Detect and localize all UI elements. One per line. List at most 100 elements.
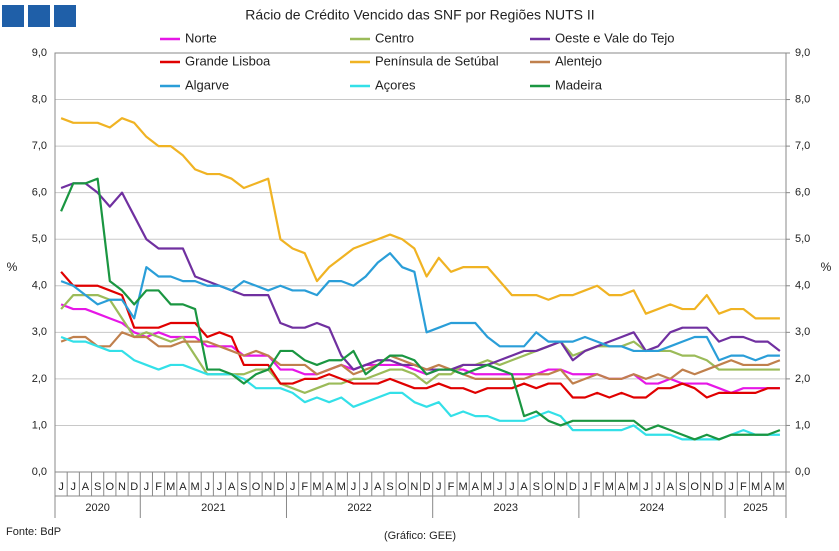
x-tick-label: A [618, 481, 626, 493]
y-tick-label: 5,0 [32, 233, 47, 245]
x-tick-label: N [264, 481, 272, 493]
x-tick-label: S [240, 481, 247, 493]
x-tick-label: S [386, 481, 393, 493]
x-tick-label: J [497, 481, 503, 493]
year-label: 2025 [743, 502, 767, 514]
x-tick-label: D [276, 481, 284, 493]
x-tick-label: A [82, 481, 90, 493]
y-tick-label: 0,0 [32, 466, 47, 478]
y2-tick-label: 5,0 [795, 233, 810, 245]
y-tick-label: 3,0 [32, 326, 47, 338]
legend-label: Madeira [555, 77, 603, 92]
credit-note: (Gráfico: GEE) [384, 530, 456, 542]
y-tick-label: 6,0 [32, 187, 47, 199]
x-tick-label: N [410, 481, 418, 493]
x-tick-label: J [582, 481, 588, 493]
series-line [60, 271, 780, 399]
y2-axis-label: % [821, 260, 832, 274]
x-tick-label: A [520, 481, 528, 493]
y-tick-label: 1,0 [32, 419, 47, 431]
x-tick-label: N [557, 481, 565, 493]
series-line [60, 335, 780, 441]
y-tick-label: 8,0 [32, 93, 47, 105]
x-tick-label: J [144, 481, 150, 493]
y-axis-label: % [7, 260, 18, 274]
x-tick-label: M [483, 481, 492, 493]
x-tick-label: O [690, 481, 699, 493]
y-tick-label: 9,0 [32, 47, 47, 59]
legend-label: Açores [375, 77, 416, 92]
x-tick-label: M [459, 481, 468, 493]
x-tick-label: A [374, 481, 382, 493]
x-tick-label: M [337, 481, 346, 493]
y-tick-label: 7,0 [32, 140, 47, 152]
x-tick-label: D [715, 481, 723, 493]
year-label: 2022 [347, 502, 371, 514]
series-line [60, 117, 780, 320]
x-tick-label: J [509, 481, 515, 493]
y-tick-label: 2,0 [32, 373, 47, 385]
x-tick-label: M [605, 481, 614, 493]
x-tick-label: A [325, 481, 333, 493]
x-tick-label: M [312, 481, 321, 493]
x-tick-label: J [643, 481, 649, 493]
x-tick-label: A [228, 481, 236, 493]
x-tick-label: A [472, 481, 480, 493]
x-tick-label: J [728, 481, 734, 493]
x-tick-label: M [629, 481, 638, 493]
y2-tick-label: 4,0 [795, 280, 810, 292]
x-tick-label: J [58, 481, 64, 493]
legend-label: Norte [185, 30, 217, 45]
series-line [60, 252, 780, 362]
x-tick-label: D [130, 481, 138, 493]
x-tick-label: M [191, 481, 200, 493]
legend-label: Península de Setúbal [375, 53, 499, 68]
x-tick-label: J [205, 481, 211, 493]
year-label: 2020 [85, 502, 109, 514]
logo-block [54, 5, 76, 27]
x-tick-label: J [290, 481, 296, 493]
x-tick-label: F [594, 481, 601, 493]
y2-tick-label: 6,0 [795, 187, 810, 199]
x-tick-label: F [301, 481, 308, 493]
x-tick-label: O [398, 481, 407, 493]
x-tick-label: S [533, 481, 540, 493]
x-tick-label: D [423, 481, 431, 493]
logo-block [28, 5, 50, 27]
x-tick-label: J [655, 481, 661, 493]
x-tick-label: A [179, 481, 187, 493]
x-tick-label: A [667, 481, 675, 493]
y2-tick-label: 0,0 [795, 466, 810, 478]
x-tick-label: J [217, 481, 223, 493]
year-label: 2024 [640, 502, 664, 514]
y2-tick-label: 2,0 [795, 373, 810, 385]
x-tick-label: J [363, 481, 369, 493]
x-tick-label: S [94, 481, 101, 493]
x-tick-label: S [679, 481, 686, 493]
y2-tick-label: 8,0 [795, 93, 810, 105]
chart-title: Rácio de Crédito Vencido das SNF por Reg… [245, 7, 594, 23]
y-tick-label: 4,0 [32, 280, 47, 292]
year-label: 2021 [201, 502, 225, 514]
legend-label: Algarve [185, 77, 229, 92]
x-tick-label: J [351, 481, 357, 493]
x-tick-label: F [740, 481, 747, 493]
y2-tick-label: 9,0 [795, 47, 810, 59]
x-tick-label: M [166, 481, 175, 493]
x-tick-label: J [71, 481, 77, 493]
x-tick-label: D [569, 481, 577, 493]
x-tick-label: N [118, 481, 126, 493]
source-note: Fonte: BdP [6, 526, 61, 538]
y2-tick-label: 7,0 [795, 140, 810, 152]
logo-block [2, 5, 24, 27]
x-tick-label: M [751, 481, 760, 493]
x-tick-label: N [703, 481, 711, 493]
x-tick-label: F [155, 481, 162, 493]
legend-label: Centro [375, 30, 414, 45]
x-tick-label: O [544, 481, 553, 493]
legend-label: Alentejo [555, 53, 602, 68]
series-line [60, 177, 781, 441]
x-tick-label: F [448, 481, 455, 493]
x-tick-label: O [106, 481, 115, 493]
